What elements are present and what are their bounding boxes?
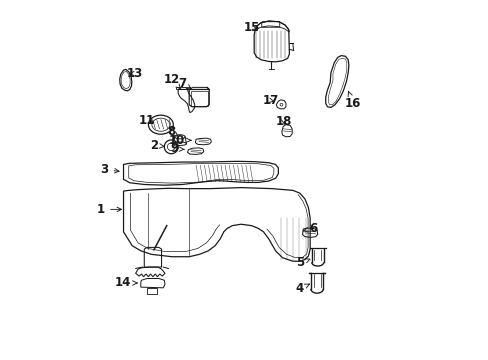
- Bar: [147, 288, 157, 294]
- Text: 6: 6: [303, 222, 317, 235]
- Text: 1: 1: [97, 203, 121, 216]
- Text: 5: 5: [295, 256, 309, 269]
- Text: 9: 9: [170, 143, 184, 156]
- Text: 10: 10: [169, 134, 191, 147]
- Text: 18: 18: [275, 115, 291, 128]
- Text: 12: 12: [163, 73, 181, 89]
- Text: 3: 3: [100, 163, 119, 176]
- Text: 13: 13: [126, 67, 142, 80]
- Text: 17: 17: [262, 94, 278, 107]
- Text: 11: 11: [139, 114, 155, 127]
- Text: 2: 2: [150, 139, 164, 152]
- Text: 15: 15: [243, 22, 259, 35]
- Text: 4: 4: [295, 282, 309, 295]
- Bar: [190, 91, 207, 106]
- Text: 14: 14: [114, 276, 137, 289]
- Text: 8: 8: [167, 125, 178, 138]
- Text: 16: 16: [345, 92, 361, 111]
- Text: 7: 7: [178, 77, 191, 90]
